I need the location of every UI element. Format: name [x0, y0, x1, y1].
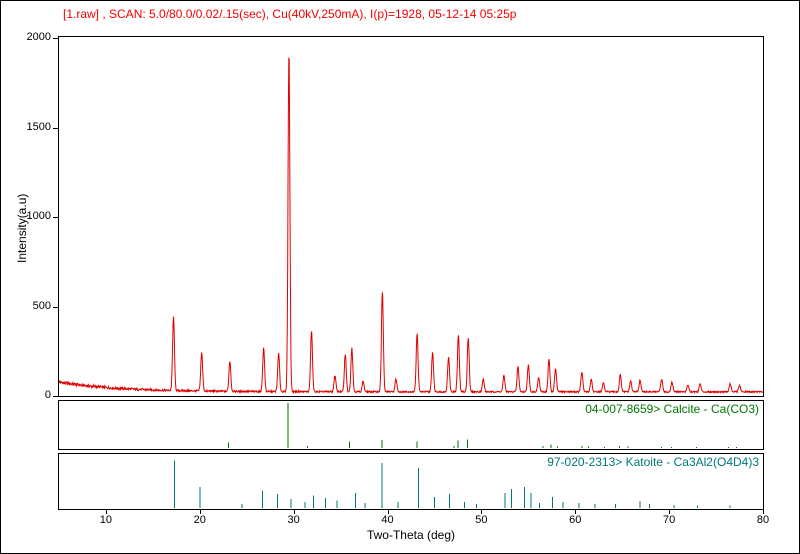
y-tick-mark	[53, 217, 58, 218]
y-tick-label: 500	[32, 300, 51, 312]
katoite-reference-label: 97-020-2313> Katoite - Ca3Al2(O4D4)3	[547, 455, 759, 469]
y-tick-label: 1500	[26, 121, 51, 133]
x-tick-label: 60	[569, 514, 582, 526]
y-tick-label: 0	[44, 389, 51, 401]
main-plot-panel[interactable]	[58, 36, 764, 397]
xrd-trace-plot[interactable]	[59, 37, 763, 396]
y-axis-label: Intensity(a.u)	[15, 193, 29, 263]
y-tick-label: 1000	[26, 210, 51, 222]
y-tick-mark	[53, 307, 58, 308]
calcite-stick-pattern[interactable]	[59, 401, 763, 449]
y-tick-mark	[53, 396, 58, 397]
y-tick-mark	[53, 38, 58, 39]
x-tick-label: 30	[287, 514, 300, 526]
x-tick-mark	[105, 510, 107, 514]
y-tick-label: 2000	[26, 31, 51, 43]
calcite-reference-label: 04-007-8659> Calcite - Ca(CO3)	[585, 402, 759, 416]
x-tick-mark	[293, 510, 295, 514]
scan-header-text: [1.raw] , SCAN: 5.0/80.0/0.02/.15(sec), …	[63, 7, 517, 21]
katoite-stick-pattern[interactable]	[59, 454, 763, 509]
calcite-reference-panel[interactable]: 04-007-8659> Calcite - Ca(CO3)	[58, 400, 764, 450]
x-tick-mark	[481, 510, 483, 514]
x-tick-label: 40	[381, 514, 394, 526]
katoite-reference-panel[interactable]: 97-020-2313> Katoite - Ca3Al2(O4D4)3	[58, 453, 764, 510]
x-tick-mark	[575, 510, 577, 514]
x-tick-mark	[763, 510, 764, 514]
x-tick-mark	[387, 510, 389, 514]
x-tick-label: 50	[475, 514, 488, 526]
x-tick-label: 20	[193, 514, 206, 526]
y-tick-mark	[53, 128, 58, 129]
x-tick-mark	[199, 510, 201, 514]
x-tick-mark	[669, 510, 671, 514]
x-tick-label: 70	[663, 514, 676, 526]
x-axis-label: Two-Theta (deg)	[366, 528, 456, 542]
x-tick-label: 10	[99, 514, 113, 526]
x-tick-label: 80	[756, 514, 770, 526]
